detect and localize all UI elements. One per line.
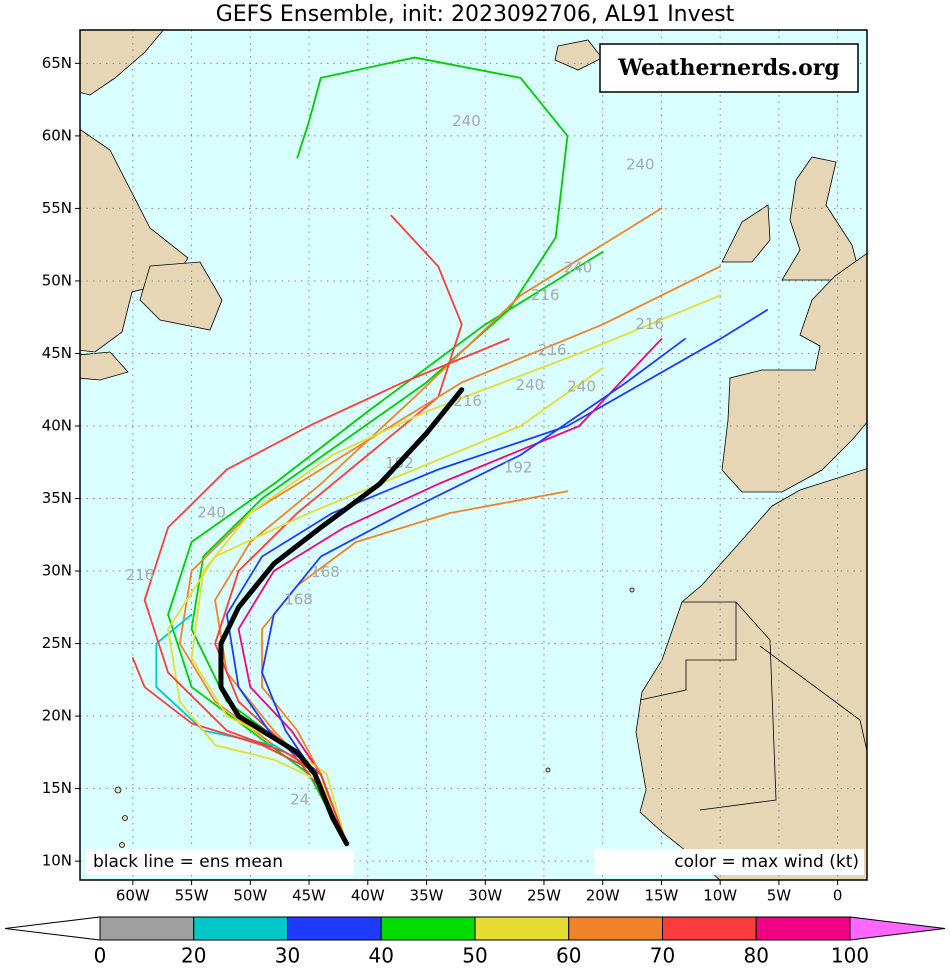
x-tick-label: 5W [767,887,792,905]
hour-label: 168 [311,563,340,581]
x-tick-label: 45W [292,887,326,905]
y-tick-label: 25N [42,634,72,652]
colorbar-tick-label: 40 [369,944,394,968]
colorbar-tick-label: 80 [744,944,769,968]
hour-label: 216 [126,566,155,584]
y-tick-label: 35N [42,489,72,507]
colorbar-segment [99,916,195,941]
y-tick-label: 50N [42,271,72,289]
watermark-box: Weathernerds.org [599,43,859,93]
member-track [167,367,604,845]
member-track [237,338,663,845]
mean-track [218,387,465,847]
grid [80,30,867,880]
member-track [167,251,604,845]
note-box [86,849,354,875]
hour-label: 24 [290,791,309,809]
colorbar-segment [287,916,382,941]
x-tick-label: 20W [586,887,620,905]
y-tick-label: 20N [42,707,72,725]
x-tick-label: 60W [116,887,150,905]
colorbar-segment [193,916,288,941]
hour-label: 216 [538,341,567,359]
y-tick-label: 45N [42,344,72,362]
colorbar-tick-label: 50 [462,944,487,968]
y-tick-label: 55N [42,199,72,217]
x-tick-label: 55W [175,887,209,905]
watermark: Weathernerds.org [617,55,840,81]
x-tick-label: 50W [233,887,267,905]
watermark-frame [599,43,859,93]
hour-label: 240 [567,377,596,395]
colorbar-tick-label: 60 [556,944,581,968]
frame [79,29,868,881]
title: GEFS Ensemble, init: 2023092706, AL91 In… [216,2,735,27]
hour-label: 168 [284,591,313,609]
member-track [261,490,569,845]
x-tick-label: 15W [644,887,678,905]
hour-label: 240 [452,112,481,130]
y-tick-label: 30N [42,562,72,580]
hour-label: 216 [453,392,482,410]
x-tick-label: 0 [833,887,843,905]
axes: 60W 55W 50W 45W 40W 35W 30W 25W 20W 15W 10W 5W 0 10N 1… [42,54,843,905]
colorbar-tick-label: 0 [94,944,107,968]
colorbar-segment [755,916,851,941]
hour-label: 240 [516,376,545,394]
y-tick-label: 60N [42,126,72,144]
colorbar-segment [474,916,570,941]
colorbar-under [4,916,101,941]
hour-label: 192 [504,459,533,477]
colorbar-over [849,916,946,941]
colorbar-tick-label: 70 [650,944,675,968]
y-tick-label: 40N [42,416,72,434]
hour-label: 240 [197,504,226,522]
y-tick-label: 65N [42,54,72,72]
colorbar-tick-label: 20 [181,944,206,968]
member-track [143,338,510,845]
note-box [594,849,864,875]
colorbar-tick-label: 30 [275,944,300,968]
colorbar-segment [568,916,663,941]
hour-label: 216 [635,315,664,333]
x-tick-label: 30W [468,887,502,905]
mean-note: black line = ens mean [93,852,283,872]
x-tick-label: 10W [703,887,737,905]
y-tick-label: 15N [42,779,72,797]
x-tick-label: 40W [351,887,385,905]
hour-label: 216 [531,286,560,304]
x-tick-label: 25W [527,887,561,905]
colorbar-tick-label: 100 [831,944,869,968]
hour-label: 240 [626,155,655,173]
x-tick-label: 35W [410,887,444,905]
colorbar: 0 20 30 40 50 60 70 80 100 [4,916,946,968]
color-note: color = max wind (kt) [674,852,859,872]
colorbar-segment [662,916,757,941]
member-track [190,56,569,845]
colorbar-segment [380,916,476,941]
hour-label: 240 [564,258,593,276]
y-tick-label: 10N [42,852,72,870]
